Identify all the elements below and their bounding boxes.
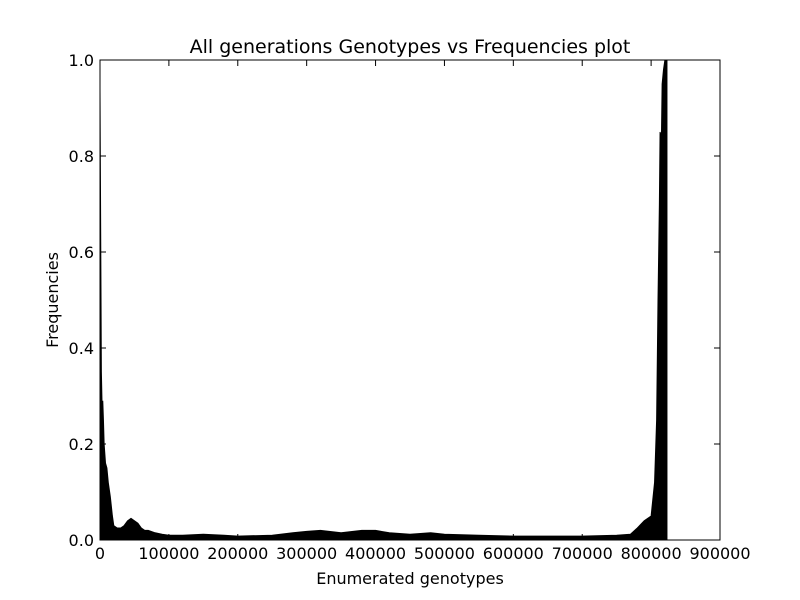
axis-ticks: 0 100000 200000 300000 400000 500000 600000 700…	[69, 51, 751, 563]
y-axis-title: Frequencies	[43, 252, 62, 348]
series-area-0	[100, 60, 668, 540]
plot-area	[99, 59, 721, 541]
x-tick-label: 200000	[207, 544, 268, 563]
y-tick-label: 0.4	[69, 339, 94, 358]
y-tick-label: 0.8	[69, 147, 94, 166]
x-tick-label: 500000	[414, 544, 475, 563]
x-tick-label: 800000	[621, 544, 682, 563]
x-tick-label: 0	[95, 544, 105, 563]
chart-title: All generations Genotypes vs Frequencies…	[190, 36, 631, 58]
x-tick-label: 700000	[552, 544, 613, 563]
plot-frame	[99, 59, 721, 541]
x-axis-title: Enumerated genotypes	[316, 569, 504, 588]
y-tick-label: 0.6	[69, 243, 94, 262]
x-tick-label: 900000	[689, 544, 750, 563]
y-tick-label: 0.0	[69, 531, 94, 550]
x-tick-label: 100000	[138, 544, 199, 563]
y-tick-label: 0.2	[69, 435, 94, 454]
x-tick-label: 400000	[345, 544, 406, 563]
y-tick-label: 1.0	[69, 51, 94, 70]
x-tick-label: 300000	[276, 544, 337, 563]
x-tick-label: 600000	[483, 544, 544, 563]
